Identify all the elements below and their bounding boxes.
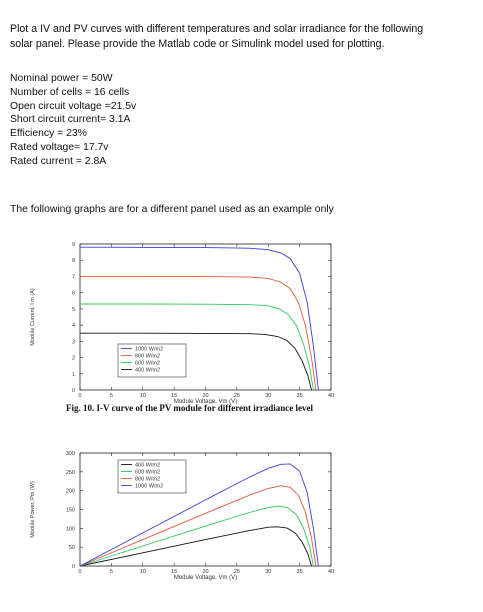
legend-entry: 600 W/m2 [135, 361, 160, 367]
legend-box [117, 459, 187, 494]
x-tick-label: 30 [265, 393, 271, 399]
y-tick-label: 5 [72, 307, 75, 313]
plot-frame [79, 243, 332, 391]
legend-entry: 800 W/m2 [135, 477, 160, 483]
y-tick-label: 0 [72, 388, 75, 394]
x-tick-label: 35 [297, 569, 303, 575]
y-tick-label: 9 [72, 242, 75, 248]
x-axis-label: Module Voltage, Vm (V) [174, 399, 237, 404]
x-tick-label: 25 [234, 393, 240, 399]
y-tick-label: 200 [66, 489, 75, 495]
legend-entry: 1000 W/m2 [135, 347, 163, 353]
y-tick-label: 2 [72, 356, 75, 362]
iv-figure-caption: Fig. 10. I-V curve of the PV module for … [66, 403, 314, 413]
legend-box [117, 343, 187, 378]
spec-number-of-cells: Number of cells = 16 cells [10, 86, 130, 98]
legend-entry: 1000 W/m2 [135, 484, 163, 490]
x-tick-label: 10 [140, 393, 146, 399]
x-tick-label: 10 [140, 569, 146, 575]
x-tick-label: 5 [110, 393, 113, 399]
y-tick-label: 4 [72, 323, 75, 329]
spec-nominal-power: Nominal power = 50W [10, 73, 113, 84]
legend-entry: 600 W/m2 [135, 470, 160, 476]
y-axis-label: Module Current, I m (A) [30, 288, 36, 346]
x-tick-label: 15 [171, 569, 177, 575]
y-tick-label: 6 [72, 291, 75, 297]
x-axis-label: Module Voltage, Vm (V) [174, 575, 237, 581]
spec-list: Nominal power = 50W Number of cells = 16… [10, 72, 136, 169]
legend-entry: 400 W/m2 [135, 463, 160, 469]
series-line-0 [79, 246, 319, 391]
y-tick-label: 300 [66, 451, 75, 457]
x-tick-label: 15 [171, 393, 177, 399]
spec-short-circuit-current: Short circuit current= 3.1A [10, 114, 131, 126]
y-tick-label: 0 [72, 564, 75, 570]
x-tick-label: 5 [110, 569, 113, 575]
spec-rated-voltage: Rated voltage= 17.7v [10, 141, 109, 153]
question-line-2: solar panel. Please provide the Matlab c… [10, 37, 385, 50]
x-tick-label: 40 [328, 569, 334, 575]
series-line-1 [80, 275, 317, 391]
legend-entry: 400 W/m2 [135, 368, 160, 374]
question-line-1: Plot a IV and PV curves with different t… [10, 23, 424, 35]
y-tick-label: 7 [72, 274, 75, 280]
y-tick-label: 8 [72, 258, 75, 264]
y-tick-label: 3 [72, 339, 75, 345]
series-line-2 [80, 303, 314, 391]
iv-curve-chart: 0 5 10 15 20 25 30 35 40 0 1 2 3 4 5 6 7 8 9 Module Voltage… [30, 242, 334, 404]
x-tick-label: 20 [202, 569, 208, 575]
pv-curve-chart: 0 5 10 15 20 25 30 35 40 0 50 100 150 200 250 300 Module… [30, 451, 334, 581]
x-tick-label: 40 [328, 393, 334, 399]
plot-frame [79, 452, 332, 567]
series-line-1 [79, 505, 314, 567]
x-tick-label: 0 [78, 569, 81, 575]
x-tick-label: 30 [265, 569, 271, 575]
y-tick-label: 50 [69, 545, 75, 551]
spec-efficiency: Efficiency = 23% [10, 128, 87, 140]
x-tick-label: 35 [297, 393, 303, 399]
series-line-2 [79, 485, 317, 567]
x-tick-label: 20 [202, 393, 208, 399]
example-note: The following graphs are for a different… [10, 204, 334, 215]
y-tick-label: 100 [66, 526, 75, 532]
legend-entry: 800 W/m2 [135, 354, 160, 360]
y-tick-label: 1 [72, 372, 75, 378]
series-line-3 [80, 332, 312, 391]
series-line-3 [79, 463, 319, 567]
y-tick-label: 250 [66, 470, 75, 476]
y-tick-label: 150 [66, 508, 75, 514]
spec-open-circuit-voltage: Open circuit voltage =21.5v [10, 100, 137, 112]
y-axis-label: Module Power, Pm (W) [30, 481, 36, 538]
series-line-0 [79, 526, 312, 567]
x-tick-label: 0 [78, 393, 81, 399]
x-tick-label: 25 [234, 569, 240, 575]
question-text: Plot a IV and PV curves with different t… [10, 22, 476, 51]
spec-rated-current: Rated current = 2.8A [10, 155, 107, 167]
